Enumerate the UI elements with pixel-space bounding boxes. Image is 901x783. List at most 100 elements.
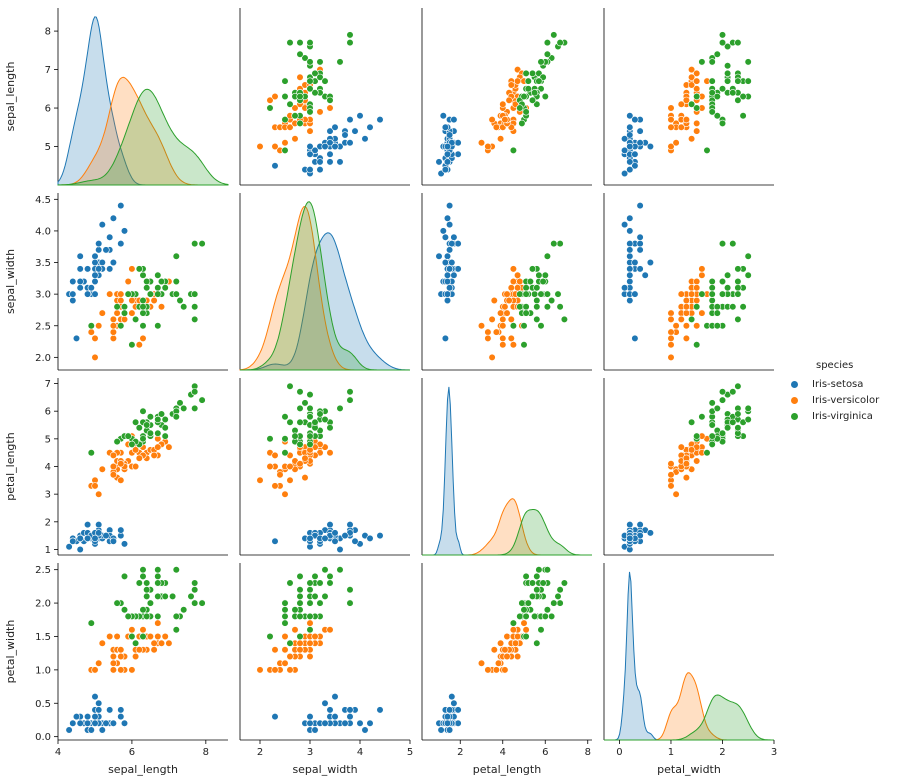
point-Iris-setosa — [91, 692, 99, 701]
point-Iris-virginica — [146, 413, 154, 421]
point-Iris-versicolor — [266, 96, 274, 104]
point-Iris-virginica — [143, 592, 151, 601]
point-Iris-versicolor — [693, 284, 701, 292]
point-Iris-versicolor — [128, 296, 136, 305]
point-Iris-setosa — [91, 258, 99, 267]
y-tick-label-sepal_length: 7 — [45, 65, 51, 76]
panel-petal_width-vs-sepal_width — [239, 563, 410, 741]
point-Iris-setosa — [331, 692, 339, 701]
point-Iris-virginica — [718, 119, 727, 127]
point-Iris-versicolor — [106, 632, 114, 641]
point-Iris-versicolor — [677, 100, 685, 108]
point-Iris-virginica — [535, 271, 543, 279]
point-Iris-versicolor — [109, 322, 117, 330]
point-Iris-virginica — [729, 240, 737, 248]
point-Iris-virginica — [718, 429, 727, 437]
point-Iris-virginica — [698, 290, 706, 298]
point-Iris-setosa — [69, 537, 77, 545]
point-Iris-virginica — [169, 592, 177, 601]
panel-petal_width-vs-petal_length — [421, 563, 592, 741]
point-Iris-setosa — [626, 520, 634, 529]
point-Iris-versicolor — [165, 639, 173, 647]
point-Iris-versicolor — [296, 639, 304, 647]
point-Iris-virginica — [154, 415, 162, 424]
point-Iris-setosa — [620, 169, 629, 178]
point-Iris-virginica — [191, 388, 199, 396]
y-tick-label-sepal_width: 2.5 — [35, 321, 51, 332]
point-Iris-virginica — [543, 606, 552, 614]
point-Iris-virginica — [541, 271, 549, 279]
point-Iris-virginica — [550, 31, 558, 39]
point-Iris-virginica — [520, 322, 528, 330]
point-Iris-versicolor — [507, 315, 515, 324]
point-Iris-versicolor — [503, 632, 511, 641]
point-Iris-setosa — [454, 240, 462, 248]
point-Iris-virginica — [744, 77, 752, 85]
point-Iris-versicolor — [693, 322, 701, 330]
point-Iris-virginica — [154, 322, 162, 330]
point-Iris-virginica — [291, 606, 299, 614]
point-Iris-virginica — [520, 92, 528, 101]
point-Iris-versicolor — [117, 296, 125, 305]
point-Iris-versicolor — [109, 328, 117, 336]
panel-petal_width-vs-petal_width — [603, 563, 774, 741]
point-Iris-virginica — [516, 290, 524, 298]
point-Iris-virginica — [316, 58, 324, 66]
point-Iris-setosa — [636, 246, 644, 254]
point-Iris-virginica — [687, 315, 696, 324]
point-Iris-setosa — [446, 706, 454, 714]
point-Iris-setosa — [626, 142, 634, 151]
x-tick-label-petal_length: 4 — [500, 747, 506, 758]
point-Iris-setosa — [443, 712, 452, 721]
point-Iris-virginica — [554, 290, 562, 298]
point-Iris-setosa — [331, 529, 339, 537]
point-Iris-setosa — [326, 150, 334, 158]
point-Iris-virginica — [708, 108, 716, 116]
point-Iris-virginica — [198, 396, 206, 404]
point-Iris-virginica — [713, 404, 721, 413]
point-Iris-virginica — [718, 31, 727, 39]
point-Iris-virginica — [713, 112, 721, 120]
point-Iris-versicolor — [484, 334, 492, 343]
point-Iris-setosa — [321, 699, 329, 707]
point-Iris-virginica — [522, 284, 530, 292]
point-Iris-setosa — [450, 271, 458, 279]
point-Iris-virginica — [172, 566, 180, 574]
point-Iris-versicolor — [266, 462, 274, 471]
point-Iris-versicolor — [501, 666, 509, 674]
point-Iris-versicolor — [672, 139, 680, 147]
point-Iris-virginica — [296, 612, 304, 621]
point-Iris-setosa — [346, 712, 354, 721]
point-Iris-setosa — [91, 712, 99, 721]
point-Iris-versicolor — [286, 476, 294, 484]
point-Iris-setosa — [446, 131, 454, 139]
point-Iris-setosa — [443, 214, 452, 222]
point-Iris-virginica — [191, 579, 199, 587]
point-Iris-versicolor — [296, 460, 304, 468]
point-Iris-setosa — [87, 284, 95, 292]
point-Iris-versicolor — [135, 454, 143, 462]
point-Iris-setosa — [91, 252, 99, 260]
legend: species Iris-setosa Iris-versicolor Iris… — [782, 360, 900, 424]
point-Iris-versicolor — [490, 296, 498, 305]
point-Iris-virginica — [180, 606, 188, 614]
point-Iris-versicolor — [161, 632, 169, 641]
point-Iris-setosa — [626, 240, 634, 248]
point-Iris-versicolor — [509, 626, 518, 634]
point-Iris-versicolor — [95, 490, 103, 498]
point-Iris-versicolor — [95, 322, 103, 330]
point-Iris-virginica — [291, 112, 299, 120]
point-Iris-versicolor — [667, 334, 675, 343]
point-Iris-versicolor — [132, 652, 140, 661]
point-Iris-virginica — [556, 586, 564, 594]
point-Iris-virginica — [734, 424, 742, 432]
point-Iris-virginica — [734, 382, 742, 390]
point-Iris-setosa — [346, 115, 354, 124]
y-axis-label-petal_width: petal_width — [4, 620, 17, 684]
point-Iris-virginica — [135, 579, 143, 587]
x-tick-label-sepal_width: 2 — [257, 747, 263, 758]
point-Iris-setosa — [636, 139, 644, 147]
point-Iris-virginica — [708, 432, 716, 440]
point-Iris-versicolor — [682, 334, 691, 343]
point-Iris-versicolor — [286, 652, 294, 661]
